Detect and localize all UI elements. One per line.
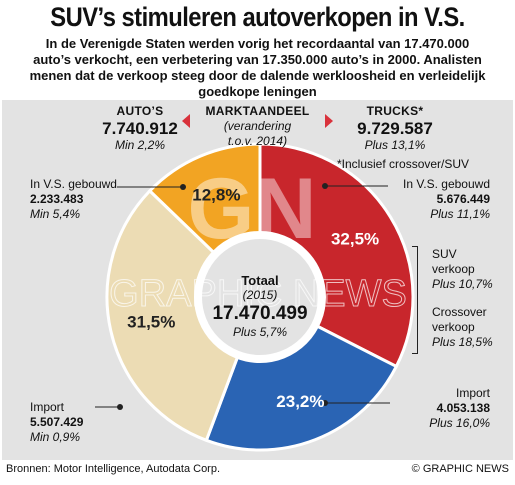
crossover-title-2: verkoop — [432, 320, 475, 334]
autos-import-title: Import — [30, 400, 65, 414]
suv-label: SUV verkoop Plus 10,7% — [432, 247, 493, 292]
trucks-import-value: 4.053.138 — [436, 401, 490, 415]
suv-title: SUV — [432, 247, 457, 261]
trucks-title: TRUCKS* — [366, 104, 424, 118]
watermark: GN GRAPHIC NEWS — [109, 161, 408, 316]
total-block: Totaal (2015) 17.470.499 Plus 5,7% — [195, 273, 325, 340]
total-label: Totaal — [241, 273, 279, 288]
sources: Bronnen: Motor Intelligence, Autodata Co… — [6, 463, 221, 475]
leader-dot — [322, 400, 328, 406]
trucks-note: *Inclusief crossover/SUV — [337, 157, 470, 171]
slice-label: 12,8% — [192, 185, 240, 204]
page-title: SUV’s stimuleren autoverkopen in V.S. — [50, 2, 465, 32]
leader-dot — [180, 184, 186, 190]
autos-import-value: 5.507.429 — [30, 415, 84, 429]
autos-us-value: 2.233.483 — [30, 192, 84, 206]
donut-hole — [194, 231, 326, 363]
slice-label: 32,5% — [331, 230, 379, 249]
watermark-letters: GN — [188, 161, 317, 257]
crossover-title: Crossover — [432, 305, 487, 319]
autos-header: AUTO’S 7.740.912 Min 2,2% — [90, 104, 190, 153]
suv-title-2: verkoop — [432, 262, 475, 276]
intro-text: In de Verenigde Staten werden vorig het … — [0, 36, 515, 100]
total-year: (2015) — [242, 288, 278, 302]
market-sub-2: t.o.v. 2014) — [227, 134, 288, 148]
arrow-left-icon — [182, 114, 190, 128]
trucks-us-label: In V.S. gebouwd 5.676.449 Plus 11,1% — [380, 177, 490, 222]
intro-line: auto’s verkocht, een verbetering van 17.… — [33, 52, 482, 67]
trucks-import-label: Import 4.053.138 Plus 16,0% — [380, 386, 490, 431]
autos-title: AUTO’S — [116, 104, 164, 118]
leader-dot — [322, 183, 328, 189]
trucks-import-title: Import — [455, 386, 490, 400]
trucks-value: 9.729.587 — [357, 119, 433, 138]
total-value: 17.470.499 — [212, 303, 308, 324]
market-title: MARKTAANDEEL — [205, 104, 310, 118]
market-header: MARKTAANDEEL (verandering t.o.v. 2014) — [195, 104, 320, 149]
arrow-right-icon — [325, 114, 333, 128]
autos-value: 7.740.912 — [102, 119, 178, 138]
trucks-us-value: 5.676.449 — [436, 192, 490, 206]
autos-change: Min 2,2% — [114, 138, 166, 152]
trucks-us-title: In V.S. gebouwd — [403, 177, 490, 191]
market-sub-1: (verandering — [223, 119, 292, 133]
intro-line: menen dat de verkoop steeg door de dalen… — [29, 68, 486, 83]
slice-label: 23,2% — [276, 392, 324, 411]
autos-import-label: Import 5.507.429 Min 0,9% — [30, 400, 83, 445]
trucks-us-change: Plus 11,1% — [430, 207, 490, 221]
suv-bracket — [412, 246, 418, 354]
autos-us-label: In V.S. gebouwd 2.233.483 Min 5,4% — [30, 177, 117, 222]
autos-import-change: Min 0,9% — [30, 430, 81, 444]
watermark-text: GRAPHIC NEWS — [109, 273, 407, 315]
leader-dot — [117, 404, 123, 410]
total-change: Plus 5,7% — [232, 325, 288, 339]
crossover-label: Crossover verkoop Plus 18,5% — [432, 305, 493, 350]
intro-line: In de Verenigde Staten werden vorig het … — [45, 36, 470, 51]
crossover-change: Plus 18,5% — [432, 335, 493, 349]
trucks-header: TRUCKS* 9.729.587 Plus 13,1% — [340, 104, 450, 153]
trucks-change: Plus 13,1% — [364, 138, 426, 152]
credit: © GRAPHIC NEWS — [411, 463, 509, 475]
autos-us-title: In V.S. gebouwd — [30, 177, 117, 191]
slice-label: 31,5% — [127, 313, 175, 332]
trucks-import-change: Plus 16,0% — [429, 416, 490, 430]
autos-us-change: Min 5,4% — [30, 207, 81, 221]
intro-line: goedkope leningen — [198, 84, 317, 99]
suv-change: Plus 10,7% — [432, 277, 493, 291]
